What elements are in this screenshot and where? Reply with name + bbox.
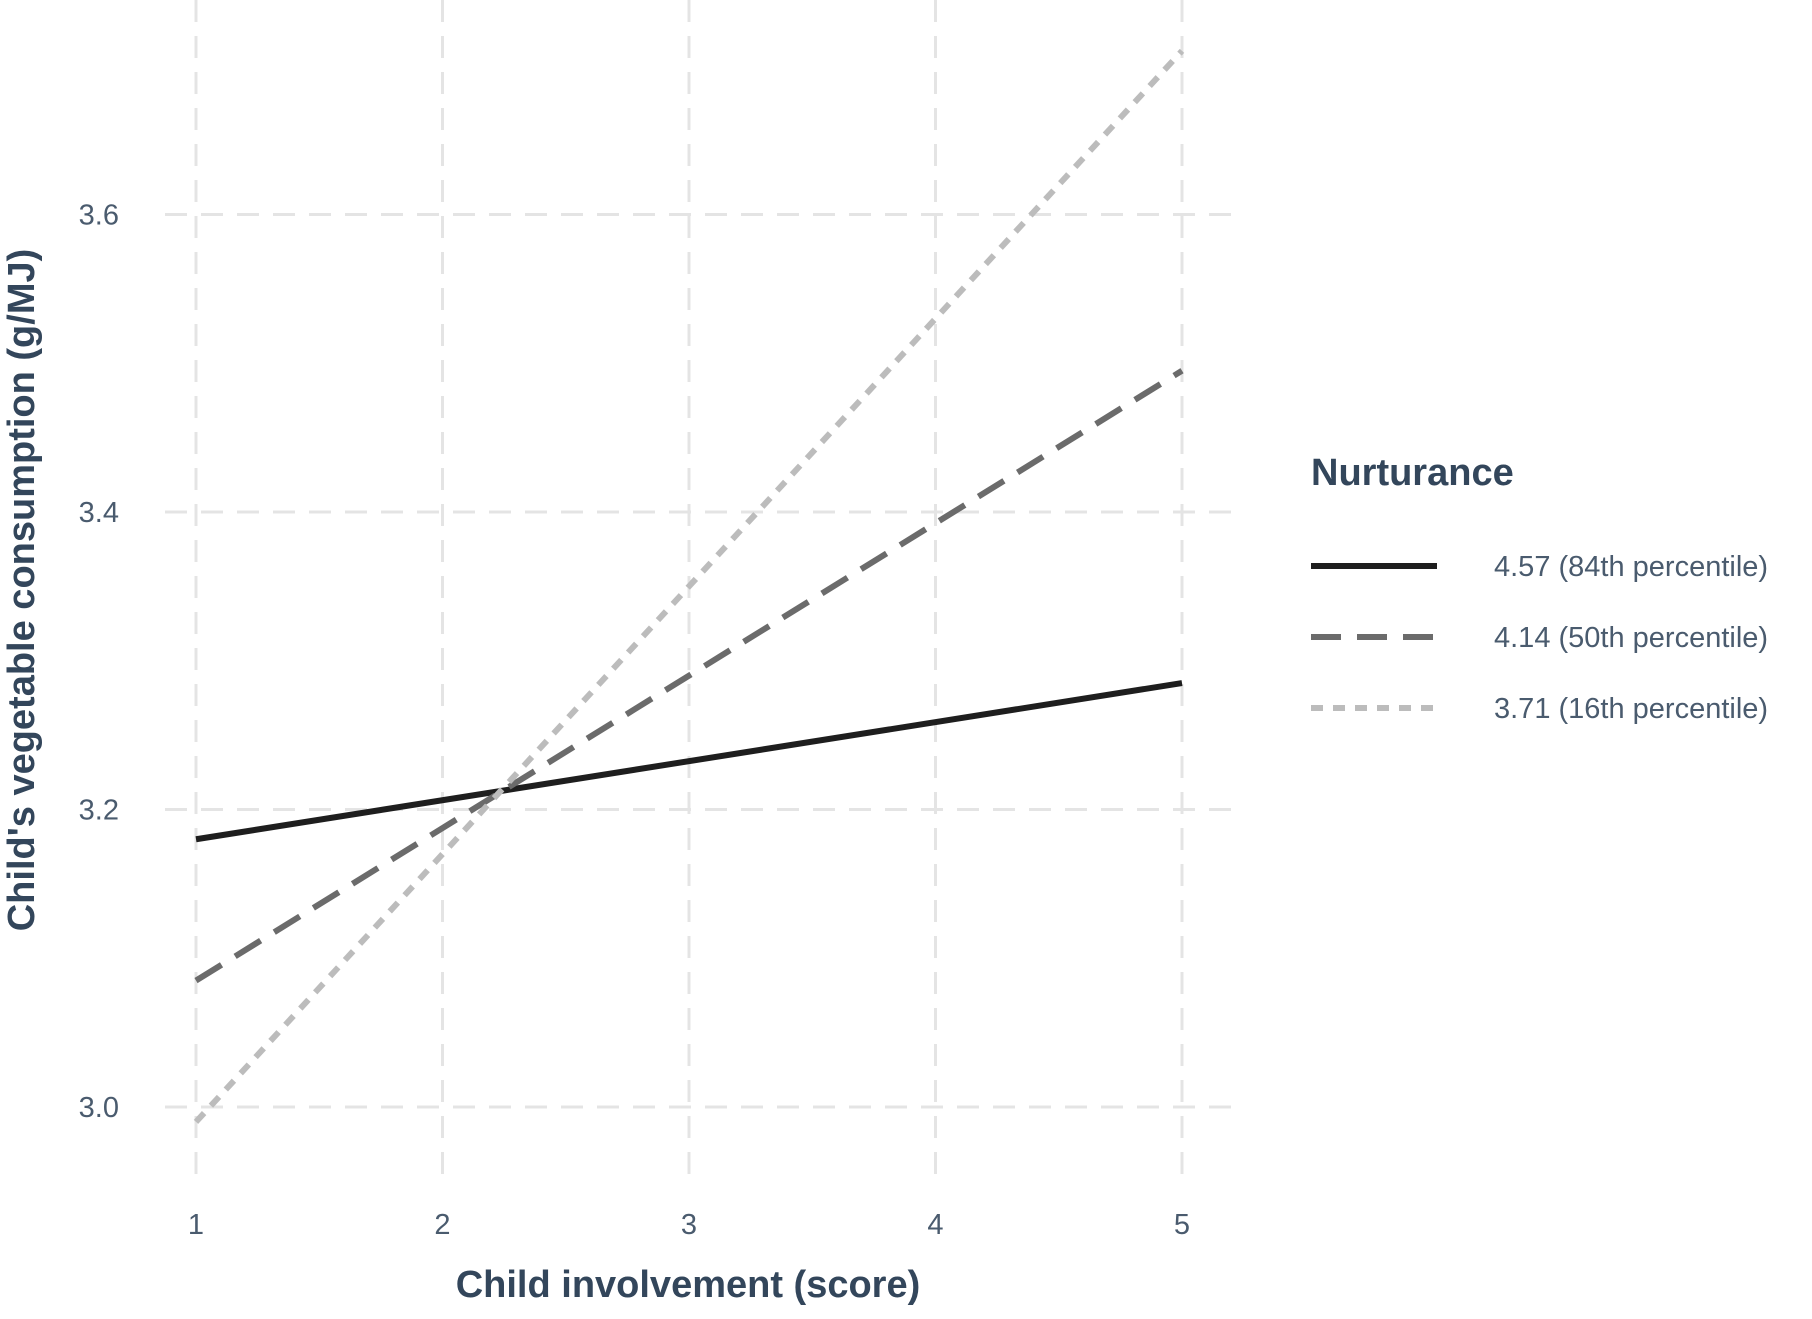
legend-item: 3.71 (16th percentile) bbox=[1311, 693, 1768, 725]
x-tick-label: 3 bbox=[681, 1209, 697, 1241]
legend-label: 3.71 (16th percentile) bbox=[1494, 693, 1768, 725]
series-line-1 bbox=[196, 683, 1182, 839]
y-tick-label: 3.2 bbox=[79, 795, 119, 827]
x-axis-title: Child involvement (score) bbox=[456, 1264, 921, 1306]
y-axis-title: Child's vegetable consumption (g/MJ) bbox=[1, 249, 43, 932]
legend-label: 4.57 (84th percentile) bbox=[1494, 551, 1768, 583]
legend-title: Nurturance bbox=[1311, 452, 1514, 494]
legend-item: 4.14 (50th percentile) bbox=[1311, 622, 1768, 654]
chart-svg: 1 2 3 4 5 3.0 3.2 3.4 3.6 Child involvement (sc… bbox=[0, 0, 1812, 1314]
y-tick-label: 3.6 bbox=[79, 200, 119, 232]
legend: Nurturance 4.57 (84th percentile) 4.14 (5… bbox=[1311, 452, 1768, 725]
legend-label: 4.14 (50th percentile) bbox=[1494, 622, 1768, 654]
x-tick-label: 5 bbox=[1174, 1209, 1190, 1241]
legend-item: 4.57 (84th percentile) bbox=[1311, 551, 1768, 583]
y-tick-label: 3.4 bbox=[79, 497, 119, 529]
grid bbox=[165, 0, 1232, 1185]
x-tick-label: 1 bbox=[188, 1209, 204, 1241]
x-tick-label: 2 bbox=[434, 1209, 450, 1241]
legend-items: 4.57 (84th percentile) 4.14 (50th percent… bbox=[1311, 551, 1768, 725]
y-axis-ticks: 3.0 3.2 3.4 3.6 bbox=[79, 200, 119, 1125]
x-tick-label: 4 bbox=[927, 1209, 943, 1241]
series-line-3 bbox=[196, 51, 1182, 1122]
y-tick-label: 3.0 bbox=[79, 1092, 119, 1124]
x-axis-ticks: 1 2 3 4 5 bbox=[188, 1209, 1190, 1241]
chart: 1 2 3 4 5 3.0 3.2 3.4 3.6 Child involvement (sc… bbox=[0, 0, 1812, 1314]
plot-lines bbox=[196, 51, 1182, 1122]
series-line-2 bbox=[196, 371, 1182, 981]
